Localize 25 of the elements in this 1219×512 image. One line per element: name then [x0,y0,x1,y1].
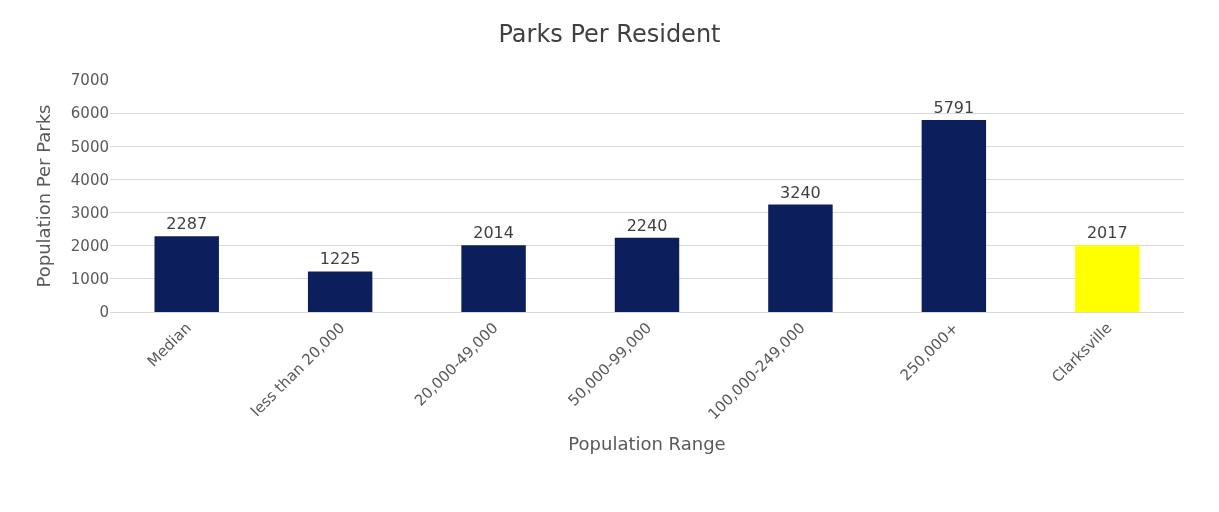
bar [614,237,680,312]
y-tick-label: 0 [99,303,109,322]
y-tick-label: 4000 [70,170,109,189]
x-axis-title: Population Range [568,433,726,455]
data-label: 1225 [319,249,361,269]
y-tick-label: 1000 [70,270,109,289]
data-label: 2014 [473,223,514,243]
chart-title: Parks Per Resident [498,20,721,49]
data-label: 2287 [166,214,208,234]
bar [307,271,373,312]
bar [154,236,219,312]
y-tick-label: 2000 [70,236,109,255]
y-tick-label: 5000 [70,137,109,156]
data-label: 2017 [1086,223,1128,243]
bar [921,120,987,312]
y-tick-label: 7000 [70,71,109,90]
bar [768,204,833,312]
bar [461,245,526,312]
data-label: 5791 [933,98,975,118]
y-tick-label: 6000 [70,104,109,123]
y-axis-title: Population Per Parks [33,104,55,288]
data-label: 2240 [626,215,668,235]
y-tick-label: 3000 [70,203,109,222]
data-label: 3240 [780,182,821,202]
bar [1075,245,1140,312]
